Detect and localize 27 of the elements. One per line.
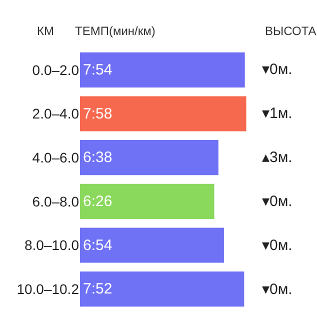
data-label: 6:54 [83, 236, 112, 254]
bar [80, 228, 224, 263]
text: ▴3м. [262, 149, 292, 166]
text: ▾1м. [262, 105, 292, 122]
data-label: 7:54 [83, 61, 112, 78]
bar [80, 140, 218, 176]
text: ▾0м. [262, 281, 292, 298]
y-tick-label: 4.0–6.0 [32, 149, 80, 166]
text: ВЫСОТА [265, 24, 316, 38]
bar [80, 184, 214, 219]
y-tick-label: 0.0–2.0 [32, 62, 80, 78]
bar [80, 272, 244, 307]
y-tick-label: 2.0–4.0 [32, 106, 80, 122]
y-tick-label: 8.0–10.0 [24, 237, 80, 254]
bar [80, 96, 246, 132]
text: ▾0м. [262, 237, 292, 254]
y-tick-label: 10.0–10.2 [16, 280, 80, 297]
y-axis-title: КМ [37, 24, 54, 38]
data-label: 6:38 [83, 149, 112, 166]
data-label: 7:52 [83, 280, 112, 298]
data-label: 7:58 [83, 105, 112, 122]
bar [80, 52, 245, 88]
x-axis-title: ТЕМП(мин/км) [75, 24, 156, 38]
y-tick-label: 6.0–8.0 [32, 193, 80, 210]
text: ▾0м. [262, 193, 292, 210]
data-label: 6:26 [83, 192, 112, 210]
text: ▾0м. [262, 61, 292, 78]
